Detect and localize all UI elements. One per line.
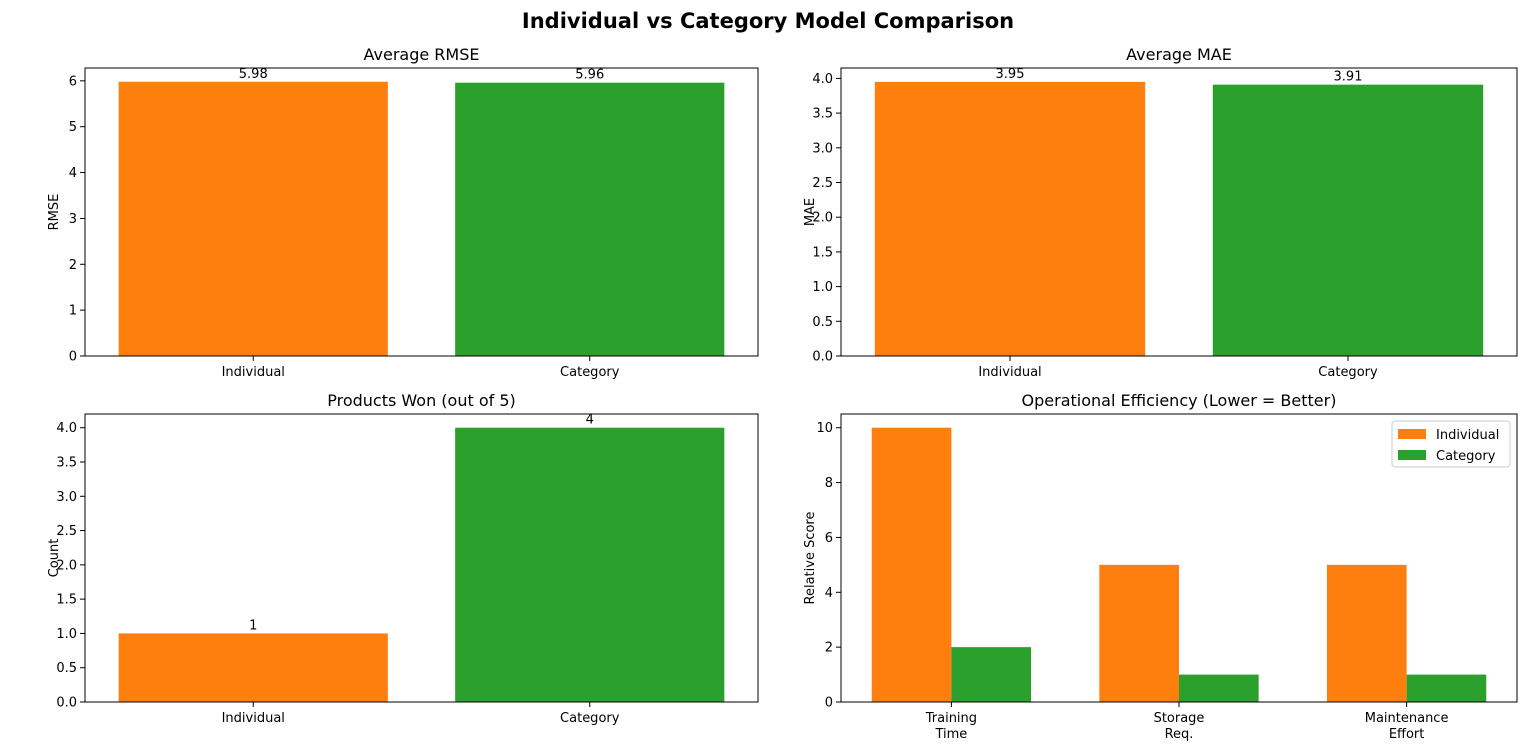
y-tick-label: 6 bbox=[69, 74, 77, 89]
y-tick-label: 2.5 bbox=[812, 176, 833, 191]
axes-frame bbox=[84, 413, 759, 703]
legend-label-individual: Individual bbox=[1436, 428, 1499, 443]
figure-title: Individual vs Category Model Comparison bbox=[521, 9, 1015, 33]
y-tick-label: 2 bbox=[825, 641, 833, 656]
y-tick-label: 0.0 bbox=[56, 696, 77, 711]
axes-frame bbox=[84, 67, 759, 357]
y-tick-label: 1 bbox=[69, 304, 77, 319]
subplot-title: Products Won (out of 5) bbox=[327, 391, 516, 410]
x-tick-label: Individual bbox=[222, 711, 285, 726]
y-tick-label: 3.5 bbox=[812, 107, 833, 122]
x-tick-label: Training bbox=[925, 711, 977, 726]
x-tick-label: Req. bbox=[1165, 727, 1194, 742]
y-tick-label: 1.0 bbox=[56, 627, 77, 642]
bar-value-label: 1 bbox=[249, 618, 257, 633]
bar-value-label: 5.96 bbox=[575, 68, 604, 83]
y-axis-label: Relative Score bbox=[803, 512, 818, 605]
bar-individual-1 bbox=[871, 427, 952, 702]
y-tick-label: 0 bbox=[69, 350, 77, 365]
subplot-1: Average RMSE RMSE 0 1 2 3 4 5 6 5.98 Individual 5.9… bbox=[47, 45, 759, 380]
subplot-title: Average RMSE bbox=[364, 45, 480, 64]
y-tick-label: 2.0 bbox=[812, 211, 833, 226]
bar-category-1 bbox=[951, 647, 1032, 702]
y-tick-label: 3 bbox=[69, 212, 77, 227]
subplot-2: Average MAE MAE 0.0 0.5 1.0 1.5 2.0 2.5 3.0 3.5 4.… bbox=[803, 45, 1518, 380]
y-tick-label: 1.5 bbox=[56, 593, 77, 608]
bar-individual bbox=[118, 81, 388, 356]
legend-swatch-category bbox=[1398, 450, 1426, 460]
subplot-title: Average MAE bbox=[1126, 45, 1232, 64]
y-axis-label: RMSE bbox=[47, 194, 62, 231]
x-tick-label: Category bbox=[560, 711, 620, 726]
y-tick-label: 1.5 bbox=[812, 245, 833, 260]
x-tick-label: Effort bbox=[1389, 727, 1425, 742]
y-tick-label: 1.0 bbox=[812, 280, 833, 295]
x-tick-label: Maintenance bbox=[1365, 711, 1449, 726]
y-axis-label: MAE bbox=[803, 198, 818, 226]
y-axis-label: Count bbox=[47, 539, 62, 578]
bar-category bbox=[1212, 84, 1484, 356]
y-tick-label: 0.0 bbox=[812, 350, 833, 365]
bar-category bbox=[455, 82, 725, 356]
y-tick-label: 8 bbox=[825, 476, 833, 491]
y-tick-label: 10 bbox=[816, 421, 833, 436]
bar-value-label: 5.98 bbox=[239, 67, 268, 82]
x-tick-label: Individual bbox=[222, 365, 285, 380]
y-tick-label: 0.5 bbox=[56, 661, 77, 676]
subplot-title: Operational Efficiency (Lower = Better) bbox=[1022, 391, 1337, 410]
y-tick-label: 6 bbox=[825, 531, 833, 546]
y-tick-label: 3.0 bbox=[56, 490, 77, 505]
x-tick-label: Individual bbox=[978, 365, 1041, 380]
y-tick-label: 3.0 bbox=[812, 141, 833, 156]
legend: Individual Category bbox=[1391, 420, 1511, 468]
y-tick-label: 2.0 bbox=[56, 558, 77, 573]
subplot-4: Operational Efficiency (Lower = Better) R… bbox=[803, 391, 1518, 742]
bar-value-label: 3.95 bbox=[996, 67, 1025, 82]
y-tick-label: 4 bbox=[69, 166, 77, 181]
y-tick-label: 5 bbox=[69, 120, 77, 135]
bar-category-3 bbox=[1406, 674, 1487, 702]
y-tick-label: 2 bbox=[69, 258, 77, 273]
bar-category-2 bbox=[1179, 674, 1259, 702]
x-tick-label: Category bbox=[1318, 365, 1378, 380]
y-tick-label: 0.5 bbox=[812, 315, 833, 330]
legend-swatch-individual bbox=[1398, 429, 1426, 439]
y-tick-label: 4 bbox=[825, 586, 833, 601]
bar-individual bbox=[118, 633, 388, 702]
y-tick-label: 4.0 bbox=[812, 72, 833, 87]
bar-individual-3 bbox=[1326, 564, 1407, 702]
y-tick-label: 4.0 bbox=[56, 421, 77, 436]
bar-value-label: 3.91 bbox=[1334, 70, 1363, 85]
legend-label-category: Category bbox=[1436, 449, 1496, 464]
y-tick-label: 2.5 bbox=[56, 524, 77, 539]
y-tick-label: 3.5 bbox=[56, 456, 77, 471]
bar-category bbox=[455, 427, 725, 702]
x-tick-label: Storage bbox=[1154, 711, 1205, 726]
bar-individual bbox=[874, 81, 1146, 356]
y-tick-label: 0 bbox=[825, 696, 833, 711]
bar-individual-2 bbox=[1099, 564, 1179, 702]
axes-frame bbox=[840, 67, 1518, 357]
subplot-3: Products Won (out of 5) Count 0.0 0.5 1.0 1.5… bbox=[47, 391, 759, 726]
x-tick-label: Category bbox=[560, 365, 620, 380]
bar-value-label: 4 bbox=[586, 413, 594, 428]
x-tick-label: Time bbox=[934, 727, 967, 742]
axes-frame bbox=[840, 413, 1518, 703]
